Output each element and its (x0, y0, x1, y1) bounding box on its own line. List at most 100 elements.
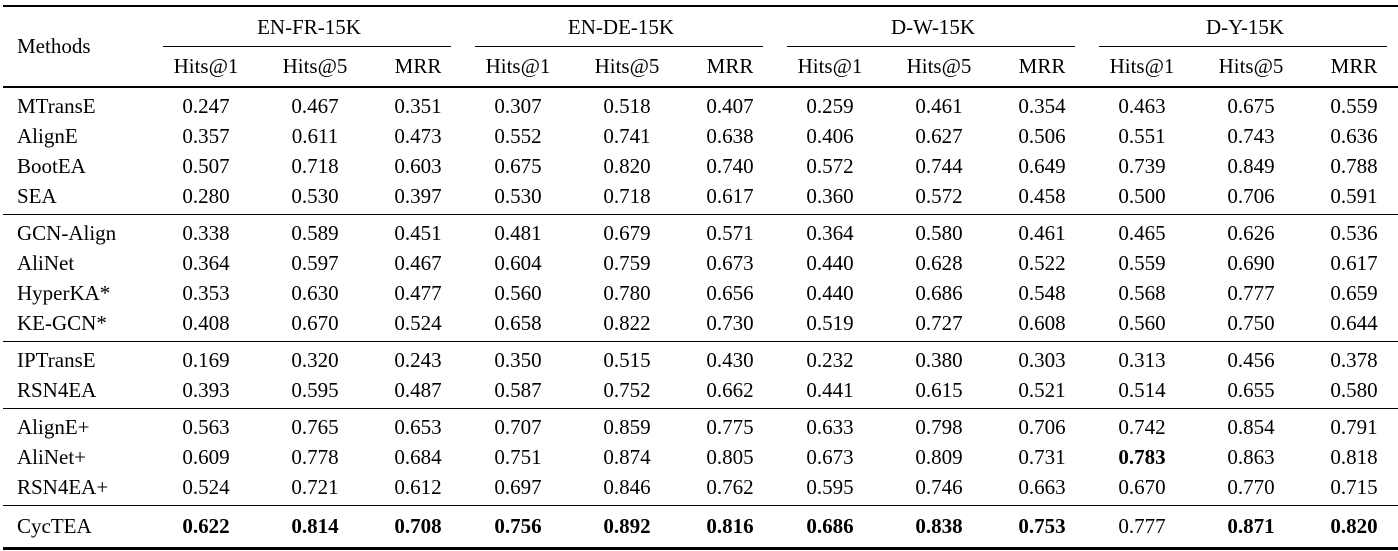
cmidrule (475, 46, 763, 47)
value-cell: 0.247 (182, 93, 230, 118)
value-cell: 0.604 (494, 250, 542, 275)
table-row: KE-GCN* 0.408 0.670 0.524 0.658 0.822 0.730 0.5… (3, 308, 1398, 342)
value-cell: 0.530 (494, 183, 542, 208)
table-section: MTransE 0.247 0.467 0.351 0.307 0.518 0.407 0.2… (3, 87, 1398, 215)
value-cell: 0.859 (603, 414, 651, 439)
value-cell: 0.753 (1018, 514, 1066, 538)
value-cell: 0.408 (182, 310, 230, 335)
value-cell: 0.892 (603, 514, 651, 538)
value-cell: 0.816 (706, 514, 754, 538)
value-cell: 0.697 (494, 474, 542, 499)
value-cell: 0.354 (1018, 93, 1066, 118)
table-row: AliNet 0.364 0.597 0.467 0.604 0.759 0.673 0.44… (3, 248, 1398, 278)
value-cell: 0.603 (394, 153, 442, 178)
value-cell: 0.572 (806, 153, 854, 178)
value-cell: 0.673 (806, 444, 854, 469)
value-cell: 0.465 (1118, 220, 1166, 245)
value-cell: 0.622 (182, 514, 230, 538)
value-cell: 0.820 (603, 153, 651, 178)
value-cell: 0.357 (182, 123, 230, 148)
method-cell: RSN4EA (17, 377, 97, 402)
table-row: RSN4EA 0.393 0.595 0.487 0.587 0.752 0.662 0.44… (3, 375, 1398, 409)
value-cell: 0.744 (915, 153, 963, 178)
value-cell: 0.353 (182, 280, 230, 305)
dataset-header: D-Y-15K (1089, 6, 1398, 47)
dataset-header: EN-DE-15K (465, 6, 777, 47)
value-cell: 0.626 (1227, 220, 1275, 245)
value-cell: 0.656 (706, 280, 754, 305)
method-cell: RSN4EA+ (17, 474, 109, 499)
metric-header: Hits@5 (594, 54, 660, 78)
dataset-header: D-W-15K (777, 6, 1089, 47)
value-cell: 0.675 (1227, 93, 1275, 118)
value-cell: 0.649 (1018, 153, 1066, 178)
value-cell: 0.518 (603, 93, 651, 118)
value-cell: 0.307 (494, 93, 542, 118)
value-cell: 0.580 (915, 220, 963, 245)
value-cell: 0.743 (1227, 123, 1275, 148)
value-cell: 0.507 (182, 153, 230, 178)
method-cell: AlignE (17, 123, 78, 148)
table-section: GCN-Align 0.338 0.589 0.451 0.481 0.679 0.571 0… (3, 214, 1398, 342)
value-cell: 0.775 (706, 414, 754, 439)
value-cell: 0.568 (1118, 280, 1166, 305)
table-row: MTransE 0.247 0.467 0.351 0.307 0.518 0.407 0.2… (3, 87, 1398, 121)
value-cell: 0.563 (182, 414, 230, 439)
table-row: HyperKA* 0.353 0.630 0.477 0.560 0.780 0.656 0.… (3, 278, 1398, 308)
table-section: AlignE+ 0.563 0.765 0.653 0.707 0.859 0.775 0.6… (3, 408, 1398, 506)
method-cell: CycTEA (17, 514, 92, 538)
value-cell: 0.467 (291, 93, 339, 118)
cmidrule (1099, 46, 1388, 47)
value-cell: 0.727 (915, 310, 963, 335)
value-cell: 0.814 (291, 514, 339, 538)
value-cell: 0.740 (706, 153, 754, 178)
value-cell: 0.846 (603, 474, 651, 499)
value-cell: 0.746 (915, 474, 963, 499)
value-cell: 0.653 (394, 414, 442, 439)
value-cell: 0.788 (1330, 153, 1378, 178)
value-cell: 0.718 (603, 183, 651, 208)
value-cell: 0.407 (706, 93, 754, 118)
value-cell: 0.708 (394, 514, 442, 538)
value-cell: 0.742 (1118, 414, 1166, 439)
value-cell: 0.608 (1018, 310, 1066, 335)
value-cell: 0.280 (182, 183, 230, 208)
value-cell: 0.514 (1118, 377, 1166, 402)
metric-header: Hits@1 (797, 54, 863, 78)
value-cell: 0.595 (806, 474, 854, 499)
value-cell: 0.521 (1018, 377, 1066, 402)
value-cell: 0.477 (394, 280, 442, 305)
value-cell: 0.628 (915, 250, 963, 275)
metric-header: MRR (1018, 54, 1066, 78)
value-cell: 0.777 (1227, 280, 1275, 305)
value-cell: 0.686 (915, 280, 963, 305)
value-cell: 0.481 (494, 220, 542, 245)
value-cell: 0.473 (394, 123, 442, 148)
value-cell: 0.655 (1227, 377, 1275, 402)
value-cell: 0.756 (494, 514, 542, 538)
table-row: IPTransE 0.169 0.320 0.243 0.350 0.515 0.430 0.… (3, 342, 1398, 376)
value-cell: 0.818 (1330, 444, 1378, 469)
value-cell: 0.320 (291, 347, 339, 372)
value-cell: 0.441 (806, 377, 854, 402)
value-cell: 0.587 (494, 377, 542, 402)
value-cell: 0.854 (1227, 414, 1275, 439)
value-cell: 0.552 (494, 123, 542, 148)
table-row: GCN-Align 0.338 0.589 0.451 0.481 0.679 0.571 0… (3, 215, 1398, 249)
value-cell: 0.707 (494, 414, 542, 439)
value-cell: 0.303 (1018, 347, 1066, 372)
table-section: CycTEA 0.622 0.814 0.708 0.756 0.892 0.816 0.68… (3, 505, 1398, 549)
value-cell: 0.706 (1227, 183, 1275, 208)
metric-header: Hits@1 (173, 54, 239, 78)
value-cell: 0.638 (706, 123, 754, 148)
value-cell: 0.440 (806, 280, 854, 305)
value-cell: 0.686 (806, 514, 854, 538)
table-row: AliNet+ 0.609 0.778 0.684 0.751 0.874 0.805 0.6… (3, 442, 1398, 472)
value-cell: 0.690 (1227, 250, 1275, 275)
metric-header: MRR (706, 54, 754, 78)
value-cell: 0.730 (706, 310, 754, 335)
value-cell: 0.765 (291, 414, 339, 439)
value-cell: 0.630 (291, 280, 339, 305)
value-cell: 0.783 (1118, 444, 1166, 469)
